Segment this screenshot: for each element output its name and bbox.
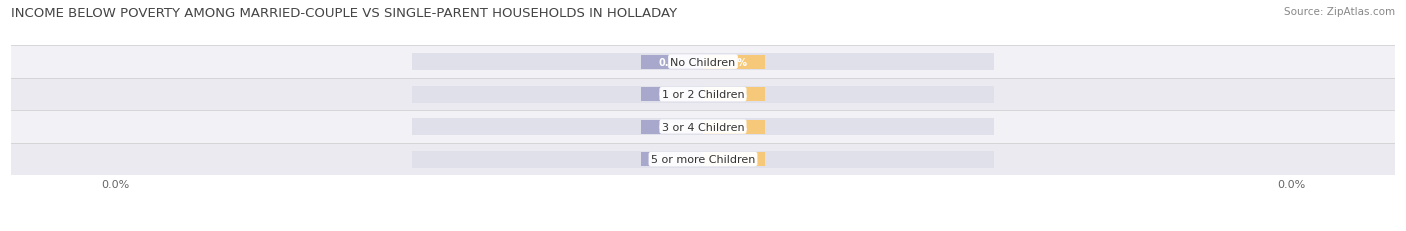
Bar xyxy=(11,143,1395,176)
Bar xyxy=(641,152,703,166)
Text: 0.0%: 0.0% xyxy=(658,122,685,132)
Text: 0.0%: 0.0% xyxy=(658,154,685,164)
Bar xyxy=(703,120,765,134)
Bar xyxy=(412,119,994,135)
Bar xyxy=(641,55,703,69)
Bar xyxy=(11,111,1395,143)
Bar xyxy=(412,54,994,71)
Bar xyxy=(703,88,765,102)
Text: INCOME BELOW POVERTY AMONG MARRIED-COUPLE VS SINGLE-PARENT HOUSEHOLDS IN HOLLADA: INCOME BELOW POVERTY AMONG MARRIED-COUPL… xyxy=(11,7,678,20)
Bar xyxy=(703,55,765,69)
Text: 0.0%: 0.0% xyxy=(721,90,748,100)
Text: No Children: No Children xyxy=(671,57,735,67)
Text: 0.0%: 0.0% xyxy=(721,57,748,67)
Bar xyxy=(703,152,765,166)
Text: Source: ZipAtlas.com: Source: ZipAtlas.com xyxy=(1284,7,1395,17)
Bar xyxy=(412,86,994,103)
Bar xyxy=(11,79,1395,111)
Text: 0.0%: 0.0% xyxy=(658,90,685,100)
Text: 3 or 4 Children: 3 or 4 Children xyxy=(662,122,744,132)
Text: 5 or more Children: 5 or more Children xyxy=(651,154,755,164)
Text: 0.0%: 0.0% xyxy=(658,57,685,67)
Text: 0.0%: 0.0% xyxy=(721,154,748,164)
Bar xyxy=(641,88,703,102)
Bar xyxy=(641,120,703,134)
Bar xyxy=(412,151,994,168)
Text: 0.0%: 0.0% xyxy=(721,122,748,132)
Text: 1 or 2 Children: 1 or 2 Children xyxy=(662,90,744,100)
Bar xyxy=(11,46,1395,79)
